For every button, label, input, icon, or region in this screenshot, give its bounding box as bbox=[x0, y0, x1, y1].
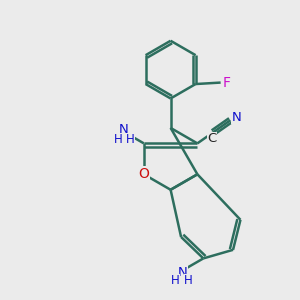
Text: F: F bbox=[223, 76, 231, 90]
Text: H: H bbox=[184, 274, 193, 287]
Text: H: H bbox=[125, 133, 134, 146]
Text: N: N bbox=[232, 111, 242, 124]
Text: H: H bbox=[114, 133, 122, 146]
Text: C: C bbox=[208, 132, 217, 146]
Text: N: N bbox=[118, 123, 128, 136]
Text: N: N bbox=[178, 266, 188, 279]
Text: H: H bbox=[171, 274, 180, 287]
Text: O: O bbox=[138, 167, 149, 181]
